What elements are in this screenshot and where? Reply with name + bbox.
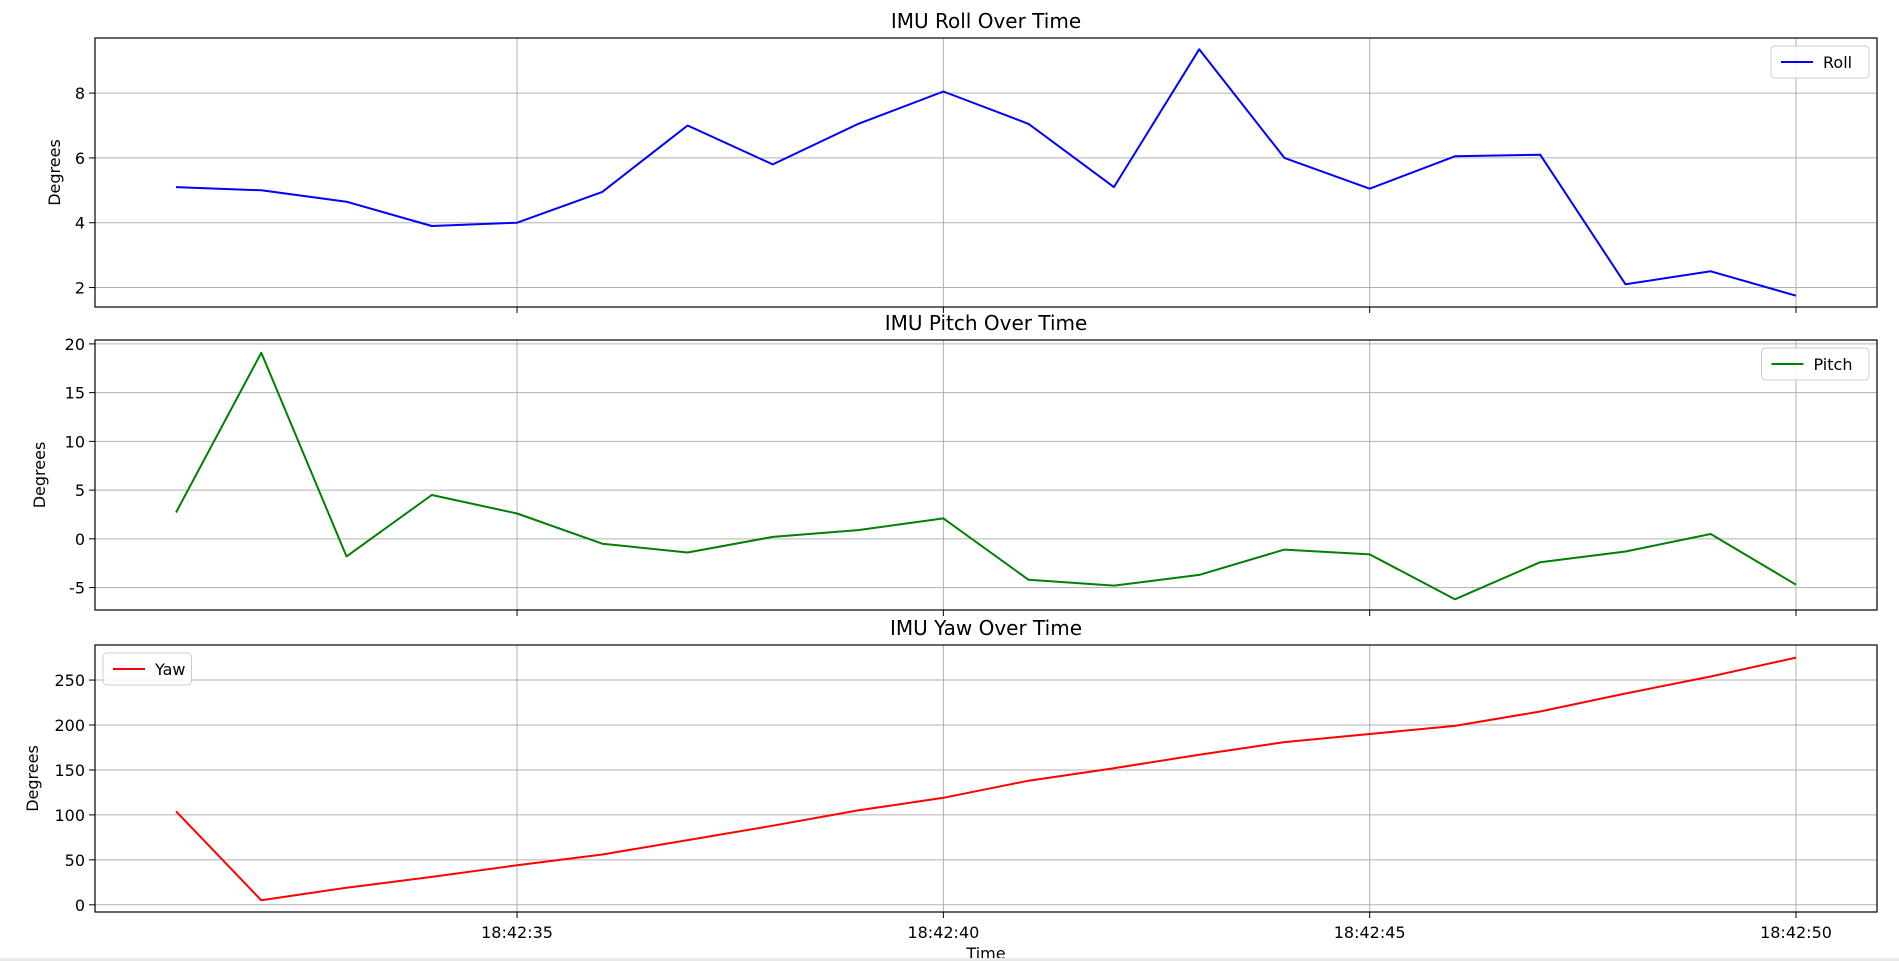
series-line-yaw [175, 656, 1797, 902]
y-tick-label: 2 [75, 279, 85, 298]
y-tick-label: 100 [54, 806, 85, 825]
axes-frame [94, 644, 1878, 913]
axes-frame [94, 339, 1878, 611]
y-tick-label: -5 [69, 579, 85, 598]
legend-label: Pitch [1814, 355, 1853, 374]
series-line-roll [175, 48, 1797, 297]
y-tick-label: 4 [75, 214, 85, 233]
y-axis-label: Degrees [45, 139, 64, 206]
x-tick-label: 18:42:45 [1334, 923, 1406, 942]
chart-panel-2: -5 0 5 10 15 20 IMU Pitch Over Time Degrees Pitc… [30, 311, 1878, 616]
legend-box [1761, 347, 1870, 381]
y-tick-label: 250 [54, 671, 85, 690]
legend-box [102, 652, 192, 686]
chart-title: IMU Roll Over Time [891, 9, 1081, 33]
y-tick-label: 6 [75, 149, 85, 168]
legend-box [1770, 45, 1870, 79]
x-tick-label: 18:42:40 [907, 923, 979, 942]
legend-label: Yaw [154, 660, 185, 679]
y-tick-label: 10 [65, 432, 85, 451]
y-axis-label: Degrees [23, 745, 42, 812]
chart-panel-3: 0 50 100 150 200 250 IMU Yaw Over Time Degrees Y… [23, 616, 1878, 961]
x-axis-label: Time [965, 944, 1005, 961]
chart-panel-1: 2 4 6 8 IMU Roll Over Time Degrees Roll [45, 9, 1878, 313]
legend: Yaw [102, 652, 192, 686]
x-tick-label: 18:42:35 [481, 923, 553, 942]
chart-title: IMU Pitch Over Time [885, 311, 1088, 335]
y-tick-label: 5 [75, 481, 85, 500]
y-axis-label: Degrees [30, 442, 49, 509]
y-tick-label: 0 [75, 530, 85, 549]
series-line-pitch [175, 351, 1797, 601]
y-tick-label: 200 [54, 716, 85, 735]
chart-title: IMU Yaw Over Time [890, 616, 1082, 640]
y-tick-label: 15 [65, 384, 85, 403]
x-tick-label: 18:42:50 [1760, 923, 1832, 942]
axes-frame [94, 37, 1878, 308]
footer-bar [0, 958, 1899, 961]
y-tick-label: 50 [65, 851, 85, 870]
y-tick-label: 20 [65, 335, 85, 354]
legend-label: Roll [1823, 53, 1852, 72]
legend: Roll [1770, 45, 1870, 79]
legend: Pitch [1761, 347, 1870, 381]
y-tick-label: 0 [75, 896, 85, 915]
y-tick-label: 8 [75, 84, 85, 103]
y-tick-label: 150 [54, 761, 85, 780]
